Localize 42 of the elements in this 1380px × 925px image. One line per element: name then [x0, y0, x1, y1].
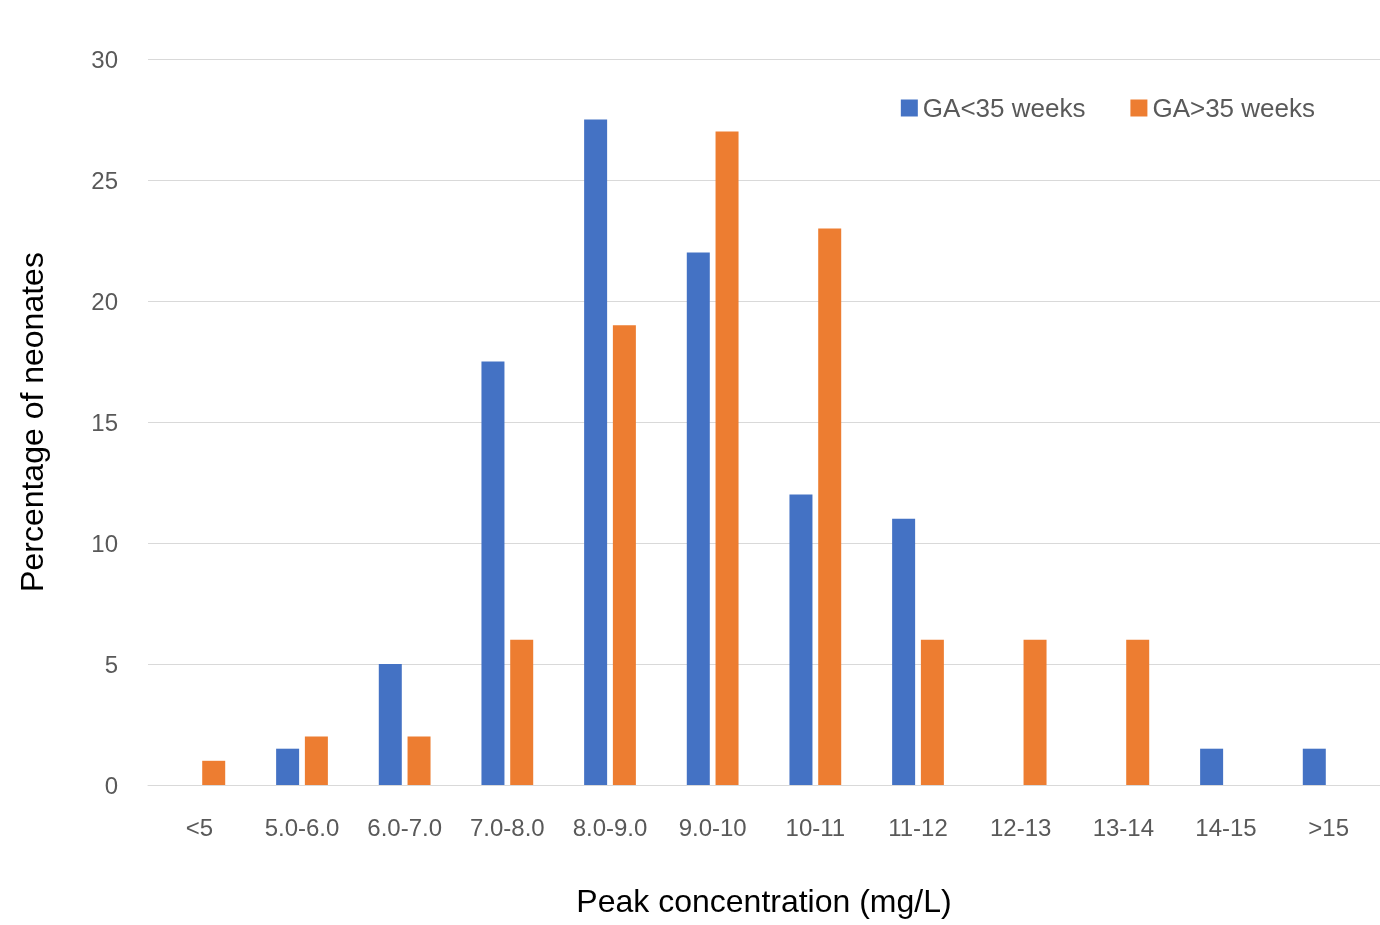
- bar: [818, 228, 842, 785]
- x-tick-label: 5.0-6.0: [264, 813, 340, 841]
- x-tick-label: 9.0-10: [678, 813, 747, 841]
- bar: [584, 119, 608, 785]
- legend-label: GA<35 weeks: [922, 93, 1086, 123]
- x-tick-label: >15: [1308, 813, 1350, 841]
- bar: [686, 252, 710, 785]
- x-tick-label: 8.0-9.0: [572, 813, 648, 841]
- bar: [612, 325, 636, 785]
- bar: [304, 736, 328, 785]
- bar: [892, 518, 916, 785]
- bar: [920, 639, 944, 785]
- y-tick-label: 25: [91, 166, 118, 194]
- x-tick-label: 6.0-7.0: [367, 813, 443, 841]
- y-tick-label: 10: [91, 529, 118, 557]
- y-tick-label: 0: [104, 771, 118, 799]
- bar: [1126, 639, 1150, 785]
- y-axis-title: Percentage of neonates: [14, 252, 50, 592]
- bar: [1023, 639, 1047, 785]
- bar: [715, 131, 739, 785]
- y-tick-label: 30: [91, 45, 118, 73]
- bar: [378, 664, 402, 785]
- bar: [481, 361, 505, 785]
- x-tick-label: 11-12: [888, 813, 948, 841]
- y-tick-label: 15: [91, 408, 118, 436]
- y-tick-label: 20: [91, 287, 118, 315]
- x-tick-label: <5: [185, 813, 214, 841]
- bar: [407, 736, 431, 785]
- bar: [510, 639, 534, 785]
- bar: [789, 494, 813, 785]
- x-tick-label: 10-11: [785, 813, 846, 841]
- bar: [1302, 748, 1326, 785]
- x-tick-label: 14-15: [1195, 813, 1257, 841]
- bar: [1200, 748, 1224, 785]
- bar: [276, 748, 300, 785]
- x-tick-label: 13-14: [1092, 813, 1155, 841]
- bar: [202, 760, 226, 785]
- legend-label: GA>35 weeks: [1152, 93, 1315, 123]
- x-tick-label: 7.0-8.0: [469, 813, 545, 841]
- x-tick-label: 12-13: [989, 813, 1052, 841]
- x-axis-title: Peak concentration (mg/L): [576, 883, 952, 919]
- y-tick-label: 5: [104, 650, 118, 678]
